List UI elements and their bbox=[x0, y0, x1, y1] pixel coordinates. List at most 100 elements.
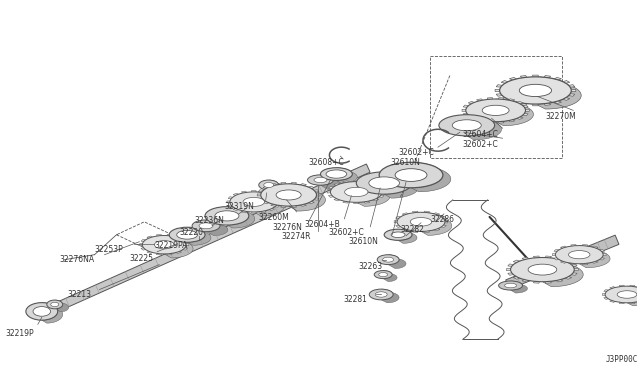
Ellipse shape bbox=[391, 232, 405, 238]
Text: 32219PA: 32219PA bbox=[154, 241, 188, 250]
Polygon shape bbox=[496, 85, 506, 87]
Polygon shape bbox=[552, 100, 561, 103]
Polygon shape bbox=[498, 97, 504, 101]
Polygon shape bbox=[463, 113, 472, 116]
Polygon shape bbox=[501, 97, 511, 100]
Text: 32260M: 32260M bbox=[259, 213, 289, 222]
Text: 32263: 32263 bbox=[358, 262, 383, 271]
Text: 32276N: 32276N bbox=[273, 223, 303, 232]
Ellipse shape bbox=[410, 218, 432, 226]
Polygon shape bbox=[241, 210, 248, 213]
Polygon shape bbox=[306, 186, 314, 189]
Polygon shape bbox=[514, 116, 523, 119]
Ellipse shape bbox=[169, 227, 205, 242]
Polygon shape bbox=[509, 100, 519, 103]
Polygon shape bbox=[629, 285, 635, 288]
Polygon shape bbox=[591, 260, 598, 263]
Ellipse shape bbox=[33, 307, 51, 316]
Ellipse shape bbox=[452, 120, 481, 131]
Polygon shape bbox=[275, 201, 281, 203]
Polygon shape bbox=[267, 208, 275, 211]
Polygon shape bbox=[536, 77, 581, 109]
Text: 32286: 32286 bbox=[430, 215, 454, 224]
Polygon shape bbox=[272, 205, 280, 207]
Polygon shape bbox=[257, 194, 264, 196]
Polygon shape bbox=[289, 184, 325, 211]
Polygon shape bbox=[477, 119, 484, 122]
Ellipse shape bbox=[51, 302, 59, 307]
Polygon shape bbox=[180, 247, 188, 250]
Ellipse shape bbox=[466, 99, 525, 122]
Polygon shape bbox=[432, 213, 440, 216]
Text: 32602+C: 32602+C bbox=[398, 148, 434, 157]
Polygon shape bbox=[509, 77, 519, 81]
Polygon shape bbox=[371, 183, 379, 186]
Ellipse shape bbox=[379, 273, 388, 277]
Polygon shape bbox=[227, 201, 233, 203]
Text: 32220: 32220 bbox=[179, 228, 203, 237]
Polygon shape bbox=[522, 109, 529, 111]
Ellipse shape bbox=[243, 198, 264, 206]
Polygon shape bbox=[508, 272, 517, 275]
Polygon shape bbox=[141, 239, 148, 242]
Text: 32274R: 32274R bbox=[282, 232, 311, 241]
Ellipse shape bbox=[230, 192, 278, 212]
Polygon shape bbox=[554, 278, 563, 282]
Polygon shape bbox=[496, 93, 506, 96]
Polygon shape bbox=[271, 203, 278, 206]
Polygon shape bbox=[147, 250, 154, 253]
Ellipse shape bbox=[345, 187, 368, 197]
Polygon shape bbox=[424, 230, 429, 232]
Ellipse shape bbox=[379, 162, 443, 188]
Polygon shape bbox=[442, 221, 448, 223]
Polygon shape bbox=[394, 221, 400, 223]
Polygon shape bbox=[506, 269, 515, 271]
Polygon shape bbox=[627, 286, 640, 306]
Ellipse shape bbox=[330, 182, 382, 202]
Text: J3PP00C: J3PP00C bbox=[606, 355, 638, 364]
Polygon shape bbox=[507, 99, 515, 102]
Polygon shape bbox=[629, 301, 635, 304]
Polygon shape bbox=[241, 191, 248, 194]
Polygon shape bbox=[310, 190, 319, 192]
Ellipse shape bbox=[395, 169, 427, 182]
Text: 32270M: 32270M bbox=[545, 112, 576, 121]
Ellipse shape bbox=[482, 105, 509, 115]
Polygon shape bbox=[421, 212, 452, 235]
Polygon shape bbox=[328, 187, 337, 189]
Polygon shape bbox=[602, 294, 608, 295]
Polygon shape bbox=[561, 246, 568, 249]
Polygon shape bbox=[166, 252, 172, 255]
Polygon shape bbox=[175, 250, 182, 253]
Polygon shape bbox=[468, 102, 477, 105]
Polygon shape bbox=[501, 81, 511, 84]
Polygon shape bbox=[147, 236, 154, 239]
Polygon shape bbox=[141, 247, 148, 250]
Polygon shape bbox=[438, 216, 446, 219]
Polygon shape bbox=[254, 192, 285, 216]
Polygon shape bbox=[291, 182, 296, 186]
Polygon shape bbox=[206, 220, 228, 235]
Text: 32604+B: 32604+B bbox=[305, 220, 340, 229]
Text: 32610N: 32610N bbox=[390, 158, 420, 167]
Polygon shape bbox=[259, 190, 267, 192]
Polygon shape bbox=[498, 120, 504, 123]
Text: 32281: 32281 bbox=[344, 295, 367, 304]
Ellipse shape bbox=[47, 300, 63, 309]
Polygon shape bbox=[582, 244, 588, 247]
Ellipse shape bbox=[397, 212, 445, 231]
Ellipse shape bbox=[264, 183, 274, 187]
Polygon shape bbox=[263, 186, 271, 189]
Ellipse shape bbox=[369, 177, 399, 189]
Polygon shape bbox=[379, 191, 385, 193]
Polygon shape bbox=[306, 201, 314, 204]
Polygon shape bbox=[532, 75, 538, 78]
Ellipse shape bbox=[605, 286, 640, 303]
Ellipse shape bbox=[375, 292, 387, 297]
Polygon shape bbox=[619, 301, 625, 304]
Text: 32253P: 32253P bbox=[95, 245, 124, 254]
Ellipse shape bbox=[321, 168, 352, 180]
Polygon shape bbox=[42, 303, 63, 323]
Polygon shape bbox=[412, 230, 419, 232]
Polygon shape bbox=[383, 270, 397, 282]
